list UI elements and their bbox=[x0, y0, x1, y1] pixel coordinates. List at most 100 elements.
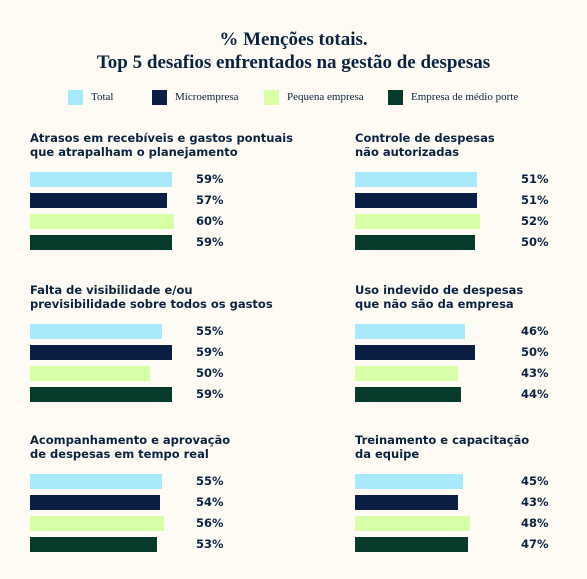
bar-row: 44% bbox=[355, 387, 555, 402]
panel-title-line: Acompanhamento e aprovação bbox=[30, 433, 231, 447]
legend-item: Total bbox=[68, 89, 113, 105]
bar-value-label: 44% bbox=[521, 387, 549, 401]
bar-row: 46% bbox=[355, 324, 555, 339]
panel-title: Falta de visibilidade e/ou previsibilidad… bbox=[30, 283, 290, 311]
bar bbox=[30, 537, 158, 552]
bar bbox=[355, 345, 475, 360]
bar bbox=[30, 172, 172, 187]
bar-row: 51% bbox=[355, 193, 555, 208]
bar-row: 54% bbox=[30, 495, 230, 510]
bar-row: 52% bbox=[355, 214, 555, 229]
panel-title: Uso indevido de despesas que não são da e… bbox=[355, 283, 587, 311]
panel-title-line: Falta de visibilidade e/ou bbox=[30, 283, 193, 297]
bar-value-label: 43% bbox=[521, 366, 549, 380]
bar-row: 50% bbox=[355, 345, 555, 360]
bar bbox=[30, 474, 162, 489]
panel-title: Treinamento e capacitação da equipe bbox=[355, 433, 587, 461]
bar-value-label: 45% bbox=[521, 474, 549, 488]
bar-row: 43% bbox=[355, 495, 555, 510]
bar-value-label: 43% bbox=[521, 495, 549, 509]
bar-value-label: 57% bbox=[196, 193, 224, 207]
panel-title-line: Uso indevido de despesas bbox=[355, 283, 524, 297]
bar bbox=[355, 172, 478, 187]
bar bbox=[355, 474, 463, 489]
chart-panel: Uso indevido de despesas que não são da e… bbox=[355, 283, 555, 413]
bar bbox=[30, 235, 172, 250]
bar bbox=[30, 214, 174, 229]
bar-value-label: 59% bbox=[196, 345, 224, 359]
legend-label: Empresa de médio porte bbox=[411, 91, 519, 103]
bar-value-label: 51% bbox=[521, 193, 549, 207]
bar-row: 47% bbox=[355, 537, 555, 552]
panel-title: Atrasos em recebíveis e gastos pontuais q… bbox=[30, 131, 293, 159]
legend-item: Microempresa bbox=[152, 89, 239, 105]
bar bbox=[30, 193, 167, 208]
bar-value-label: 56% bbox=[196, 516, 224, 530]
bar-row: 50% bbox=[355, 235, 555, 250]
panel-title-line: Controle de despesas bbox=[355, 131, 495, 145]
panel-title: Controle de despesas não autorizadas bbox=[355, 131, 587, 159]
chart-title-line-2: Top 5 desafios enfrentados na gestão de … bbox=[96, 52, 491, 73]
bar-value-label: 50% bbox=[521, 235, 549, 249]
bar-value-label: 59% bbox=[196, 172, 224, 186]
bar-value-label: 48% bbox=[521, 516, 549, 530]
bar-row: 43% bbox=[355, 366, 555, 381]
bar-value-label: 51% bbox=[521, 172, 549, 186]
bar-row: 57% bbox=[30, 193, 230, 208]
chart-panel: Atrasos em recebíveis e gastos pontuais q… bbox=[30, 131, 293, 261]
bar-row: 51% bbox=[355, 172, 555, 187]
bar bbox=[30, 495, 160, 510]
bar bbox=[30, 516, 165, 531]
panel-title-line: não autorizadas bbox=[355, 145, 460, 159]
legend-swatch bbox=[264, 89, 279, 105]
legend-label: Pequena empresa bbox=[287, 91, 364, 103]
panel-title-line: Atrasos em recebíveis e gastos pontuais bbox=[30, 131, 293, 145]
bar-row: 50% bbox=[30, 366, 230, 381]
bar bbox=[30, 366, 150, 381]
panel-title-line: de despesas em tempo real bbox=[30, 447, 209, 461]
bar bbox=[355, 516, 471, 531]
legend-label: Microempresa bbox=[175, 91, 239, 103]
legend-label: Total bbox=[91, 91, 114, 103]
bar bbox=[30, 345, 172, 360]
bar bbox=[355, 214, 480, 229]
bar-row: 59% bbox=[30, 345, 230, 360]
panel-title-line: previsibilidade sobre todos os gastos bbox=[30, 297, 273, 311]
legend-swatch bbox=[68, 89, 83, 105]
legend-swatch bbox=[152, 89, 167, 105]
bar-value-label: 50% bbox=[521, 345, 549, 359]
bar bbox=[30, 324, 162, 339]
chart-panel: Controle de despesas não autorizadas 51% 51… bbox=[355, 131, 555, 261]
panel-title: Acompanhamento e aprovação de despesas em… bbox=[30, 433, 290, 461]
chart-title-line-1: % Menções totais. bbox=[219, 29, 368, 50]
bar bbox=[355, 324, 466, 339]
legend-item: Empresa de médio porte bbox=[388, 89, 518, 105]
bar-value-label: 47% bbox=[521, 537, 549, 551]
bar-value-label: 54% bbox=[196, 495, 224, 509]
chart-panel: Acompanhamento e aprovação de despesas em… bbox=[30, 433, 230, 563]
chart-legend: Total Microempresa Pequena empresa Empresa … bbox=[68, 89, 538, 105]
bar bbox=[355, 235, 475, 250]
bar bbox=[30, 387, 172, 402]
bar-value-label: 59% bbox=[196, 387, 224, 401]
bar-row: 56% bbox=[30, 516, 230, 531]
chart-panel: Falta de visibilidade e/ou previsibilidad… bbox=[30, 283, 273, 413]
bar-value-label: 53% bbox=[196, 537, 224, 551]
bar-row: 55% bbox=[30, 324, 230, 339]
bar bbox=[355, 387, 461, 402]
chart-panel: Treinamento e capacitação da equipe 45% 43%… bbox=[355, 433, 555, 563]
bar-row: 45% bbox=[355, 474, 555, 489]
chart-title: % Menções totais. Top 5 desafios enfrent… bbox=[0, 28, 587, 74]
bar-row: 55% bbox=[30, 474, 230, 489]
bar-row: 59% bbox=[30, 172, 230, 187]
bar-row: 53% bbox=[30, 537, 230, 552]
bar-value-label: 55% bbox=[196, 324, 224, 338]
bar bbox=[355, 537, 468, 552]
bar-row: 60% bbox=[30, 214, 230, 229]
bar bbox=[355, 193, 478, 208]
bar bbox=[355, 366, 459, 381]
bar-value-label: 50% bbox=[196, 366, 224, 380]
panel-title-line: da equipe bbox=[355, 447, 420, 461]
panel-title-line: que não são da empresa bbox=[355, 297, 514, 311]
